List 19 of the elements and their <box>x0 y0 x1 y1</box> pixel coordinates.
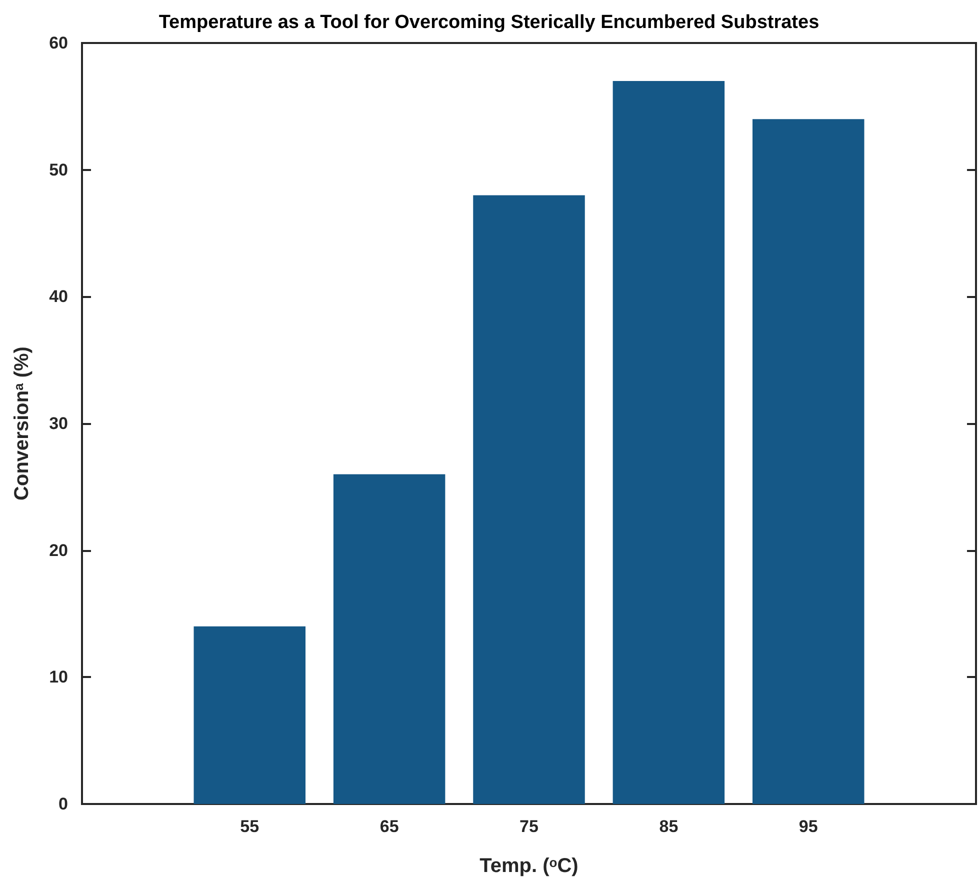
y-tick-label: 40 <box>49 287 68 306</box>
y-axis-title: Conversiona (%) <box>11 346 33 500</box>
y-tick-label: 0 <box>58 794 68 814</box>
x-tick-label: 75 <box>520 817 538 836</box>
bar <box>333 474 446 804</box>
y-tick-label: 60 <box>49 34 68 52</box>
y-tick-label: 10 <box>49 668 68 687</box>
x-tick-label: 85 <box>659 817 678 836</box>
x-tick-label: 55 <box>240 817 260 836</box>
y-tick-label: 30 <box>49 414 68 433</box>
x-tick-label: 65 <box>380 817 399 836</box>
bar <box>612 81 725 804</box>
bar <box>473 195 585 804</box>
chart-title: Temperature as a Tool for Overcoming Sterically Encumbered Substrates <box>158 12 820 33</box>
y-tick-label: 50 <box>49 160 68 180</box>
x-tick-label: 95 <box>798 817 818 836</box>
bar <box>194 626 306 804</box>
y-tick-label: 20 <box>49 540 68 560</box>
bar <box>752 119 864 804</box>
